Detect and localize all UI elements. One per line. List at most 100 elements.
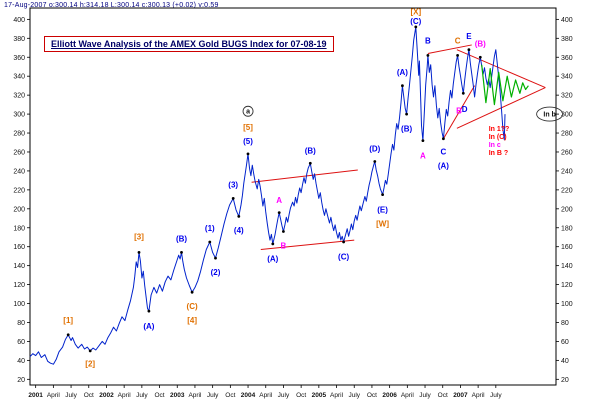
y-tick-label: 60 [17, 339, 25, 346]
forecast-note-line: In c [489, 142, 501, 149]
wave-label: (E) [377, 205, 388, 214]
pivot-dot [180, 251, 183, 254]
wave-label: (A) [267, 255, 278, 264]
pivot-dot [271, 242, 275, 246]
circled-label-text: a [246, 109, 250, 116]
y-tick-label: 140 [561, 263, 573, 270]
wave-label: B [281, 241, 287, 250]
wave-label: [3] [134, 233, 144, 242]
x-tick-label: July [490, 392, 502, 399]
forecast-note-line: In 1?? [489, 126, 510, 133]
y-tick-label: 340 [561, 74, 573, 81]
wave-label: (A) [397, 68, 408, 77]
forecast-notes: In 1??In (C)In cIn B ? [489, 126, 510, 157]
pivot-dot [66, 333, 70, 337]
y-tick-label: 220 [13, 187, 25, 194]
y-tick-label: 300 [561, 112, 573, 119]
pivot-dot [426, 54, 430, 57]
chart-title: Elliott Wave Analysis of the AMEX Gold B… [44, 36, 334, 52]
y-axis: 20 20 40 40 60 60 80 80 100 100 120 120 140 140 160 160… [13, 17, 572, 384]
pivot-dot [405, 112, 408, 116]
y-tick-label: 60 [561, 339, 569, 346]
pivot-dot [461, 91, 465, 95]
x-tick-label: Oct [225, 392, 235, 399]
wave-label: C [455, 37, 461, 46]
trendline [427, 44, 472, 54]
y-tick-label: 80 [17, 320, 25, 327]
y-tick-label: 40 [17, 358, 25, 365]
pivot-dot [190, 290, 194, 294]
wave-label: (4) [234, 226, 244, 235]
x-tick-label: July [348, 392, 360, 399]
y-tick-label: 400 [561, 17, 573, 24]
x-tick-label: Oct [296, 392, 306, 399]
y-tick-label: 380 [561, 36, 573, 43]
circled-label-text: In b [543, 112, 555, 119]
x-tick-label: July [136, 392, 148, 399]
pivot-dot [478, 55, 482, 59]
pivot-dot [88, 349, 92, 353]
pivot-dots [66, 25, 482, 353]
wave-label: (D) [369, 145, 380, 154]
pivot-dot [342, 240, 345, 244]
x-tick-label: Oct [154, 392, 164, 399]
y-tick-label: 120 [561, 282, 573, 289]
wave-label: (A) [438, 162, 449, 171]
y-tick-label: 160 [13, 244, 25, 251]
x-tick-label: 2005 [312, 392, 327, 399]
x-tick-label: 2006 [382, 392, 397, 399]
y-tick-label: 160 [561, 244, 573, 251]
trendline [443, 85, 476, 139]
x-tick-label: April [330, 392, 344, 399]
y-tick-label: 100 [13, 301, 25, 308]
wave-label: (5) [243, 137, 253, 146]
pivot-dot [373, 160, 377, 163]
pivot-dot [308, 161, 312, 165]
circled-labels: a In b [242, 105, 564, 122]
x-tick-label: 2001 [28, 392, 43, 399]
y-tick-label: 380 [13, 36, 25, 43]
x-tick-label: July [278, 392, 290, 399]
quote-line: 17-Aug-2007 o:300.14 h:314.18 L:300.14 c… [4, 2, 219, 9]
wave-label: B [425, 37, 431, 46]
y-tick-label: 80 [561, 320, 569, 327]
wave-label: (A) [143, 322, 154, 331]
y-tick-label: 320 [13, 93, 25, 100]
x-tick-label: April [47, 392, 61, 399]
x-tick-label: 2002 [99, 392, 114, 399]
y-tick-label: 180 [561, 225, 573, 232]
x-tick-label: July [65, 392, 77, 399]
x-tick-label: 2003 [170, 392, 185, 399]
x-tick-label: Oct [84, 392, 94, 399]
y-tick-label: 360 [561, 55, 573, 62]
wave-label: B [456, 107, 462, 116]
x-tick-label: July [419, 392, 431, 399]
wave-label: (2) [211, 268, 221, 277]
y-tick-label: 20 [561, 377, 569, 384]
x-tick-label: April [472, 392, 486, 399]
wave-label: [4] [187, 316, 197, 325]
pivot-dot [282, 230, 285, 233]
pivot-dot [137, 251, 141, 254]
y-tick-label: 120 [13, 282, 25, 289]
x-tick-label: Oct [367, 392, 377, 399]
wave-label: [1] [63, 316, 73, 325]
y-tick-label: 40 [561, 358, 569, 365]
y-tick-label: 180 [13, 225, 25, 232]
wave-label: D [462, 105, 468, 114]
wave-label: [5] [243, 123, 253, 132]
pivot-dot [456, 54, 459, 57]
hui-price-line [29, 26, 506, 365]
y-tick-label: 360 [13, 55, 25, 62]
x-tick-label: 2004 [241, 392, 256, 399]
y-tick-label: 100 [561, 301, 573, 308]
wave-label: (C) [187, 302, 198, 311]
wave-label: [2] [85, 360, 95, 369]
y-tick-label: 200 [13, 206, 25, 213]
trendline [260, 239, 355, 251]
y-tick-label: 400 [13, 17, 25, 24]
pivot-dot [277, 211, 281, 215]
forecast-note-line: In (C) [489, 134, 507, 141]
